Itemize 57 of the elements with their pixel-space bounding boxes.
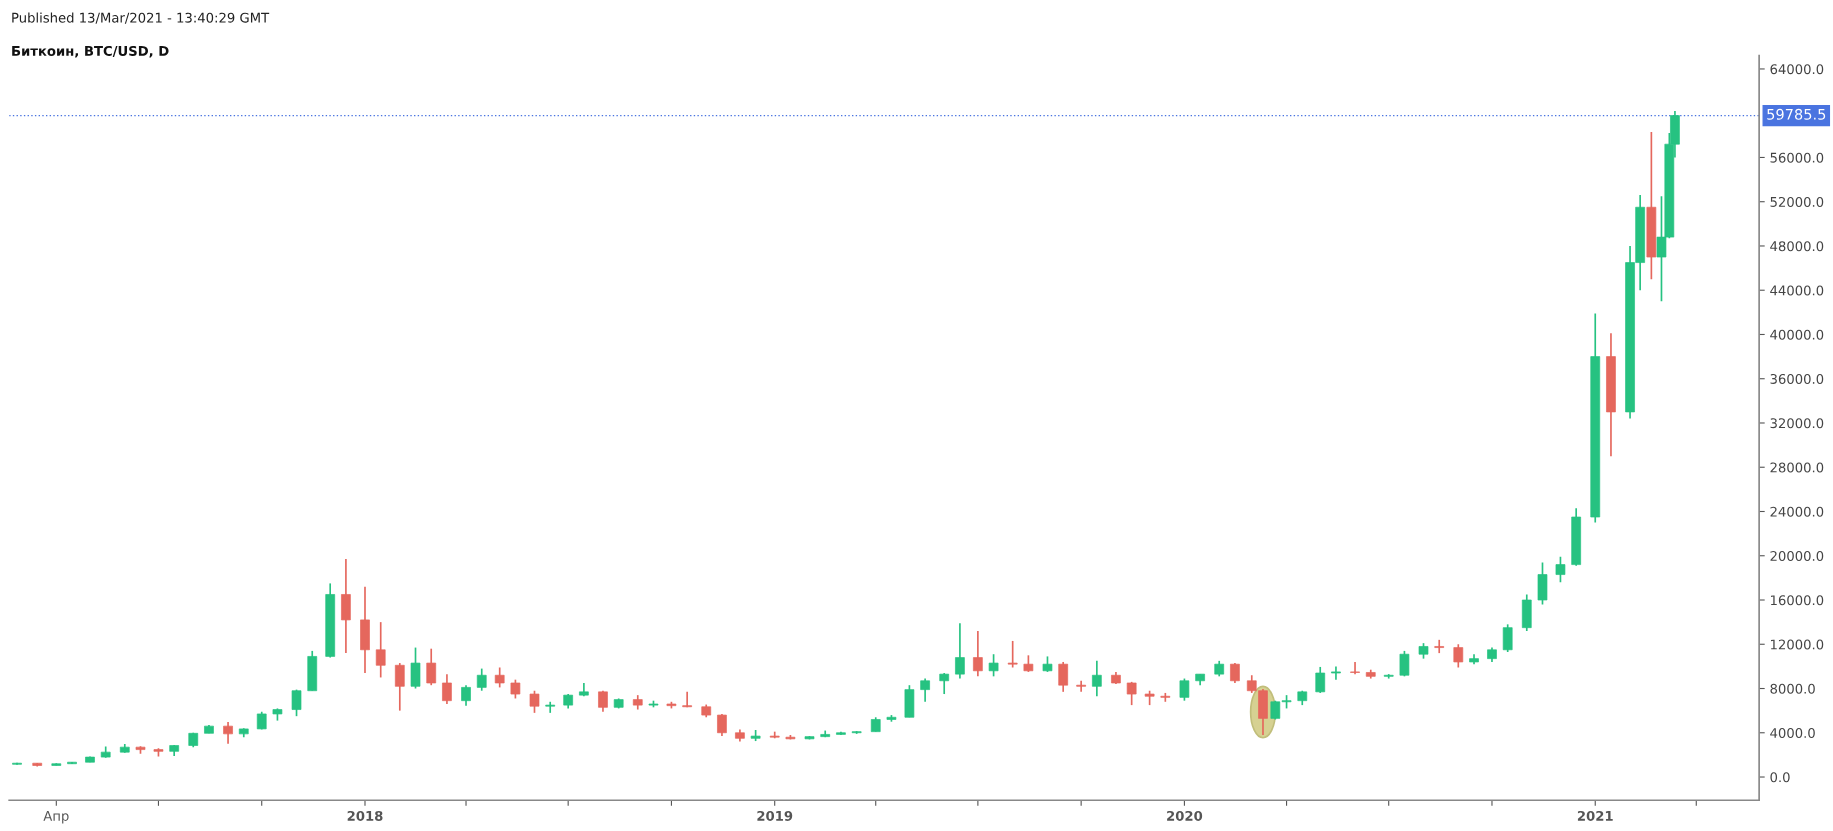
candlestick bbox=[442, 673, 452, 705]
candlestick bbox=[494, 666, 505, 689]
candlestick bbox=[955, 622, 965, 680]
candlestick bbox=[920, 677, 930, 703]
candlestick bbox=[1315, 666, 1326, 694]
candlestick bbox=[1007, 640, 1018, 669]
y-tick-label: 40000.0 bbox=[1770, 329, 1824, 340]
x-tick-label: 2021 bbox=[1577, 810, 1613, 821]
candlestick bbox=[988, 653, 999, 678]
candlestick bbox=[394, 662, 405, 712]
candlestick bbox=[529, 689, 540, 714]
candlestick bbox=[1434, 638, 1445, 654]
ref-line-label: 59785.5 bbox=[1767, 108, 1826, 120]
candlestick bbox=[1230, 662, 1240, 684]
y-tick-label: 0.0 bbox=[1770, 772, 1790, 783]
y-tick-label: 12000.0 bbox=[1771, 639, 1824, 650]
x-tick-label: 2020 bbox=[1167, 810, 1203, 821]
candlestick bbox=[461, 684, 471, 707]
y-tick-label: 4000.0 bbox=[1770, 727, 1815, 738]
candlestick bbox=[1076, 679, 1086, 693]
y-tick-label: 56000.0 bbox=[1770, 152, 1824, 163]
y-tick-label: 48000.0 bbox=[1770, 241, 1824, 252]
y-tick-label: 52000.0 bbox=[1770, 196, 1824, 207]
y-tick-label: 44000.0 bbox=[1770, 285, 1824, 296]
candlestick bbox=[682, 690, 692, 709]
candlestick bbox=[1555, 556, 1566, 584]
candlestick bbox=[1453, 643, 1464, 669]
candlestick bbox=[291, 688, 302, 718]
candlestick bbox=[1179, 677, 1190, 702]
x-tick-label: 2018 bbox=[347, 810, 383, 821]
candlestick bbox=[1160, 692, 1171, 703]
text: Published 13/Mar/2021 - 13:40:29 GMT bbox=[12, 12, 270, 24]
y-tick-label: 16000.0 bbox=[1771, 595, 1824, 606]
candlestick bbox=[510, 678, 521, 700]
y-tick-label: 24000.0 bbox=[1770, 506, 1824, 517]
candlestick bbox=[476, 667, 487, 692]
chart-title: Биткоин, BTC/USD, D bbox=[12, 45, 169, 58]
candlestick bbox=[223, 721, 233, 745]
x-tick-label: Апр bbox=[43, 811, 69, 824]
y-tick-label: 36000.0 bbox=[1770, 373, 1824, 384]
candlestick bbox=[1058, 661, 1069, 693]
candlestick bbox=[1502, 623, 1513, 653]
y-tick-label: 28000.0 bbox=[1770, 462, 1824, 473]
candlestick bbox=[1331, 665, 1341, 681]
candlestick bbox=[426, 647, 437, 687]
y-tick-label: 32000.0 bbox=[1770, 418, 1824, 429]
candlestick bbox=[1399, 650, 1410, 678]
candlestick bbox=[375, 621, 386, 679]
candlestick bbox=[939, 672, 950, 695]
candlestick bbox=[410, 646, 421, 690]
y-tick-label: 8000.0 bbox=[1770, 683, 1815, 694]
y-tick-label: 20000.0 bbox=[1770, 550, 1824, 561]
candlestick bbox=[1350, 661, 1360, 675]
y-tick-label: 64000.0 bbox=[1770, 64, 1824, 75]
candlestick bbox=[973, 630, 983, 678]
candlestick bbox=[1092, 660, 1102, 698]
x-tick-label: 2019 bbox=[757, 810, 793, 821]
